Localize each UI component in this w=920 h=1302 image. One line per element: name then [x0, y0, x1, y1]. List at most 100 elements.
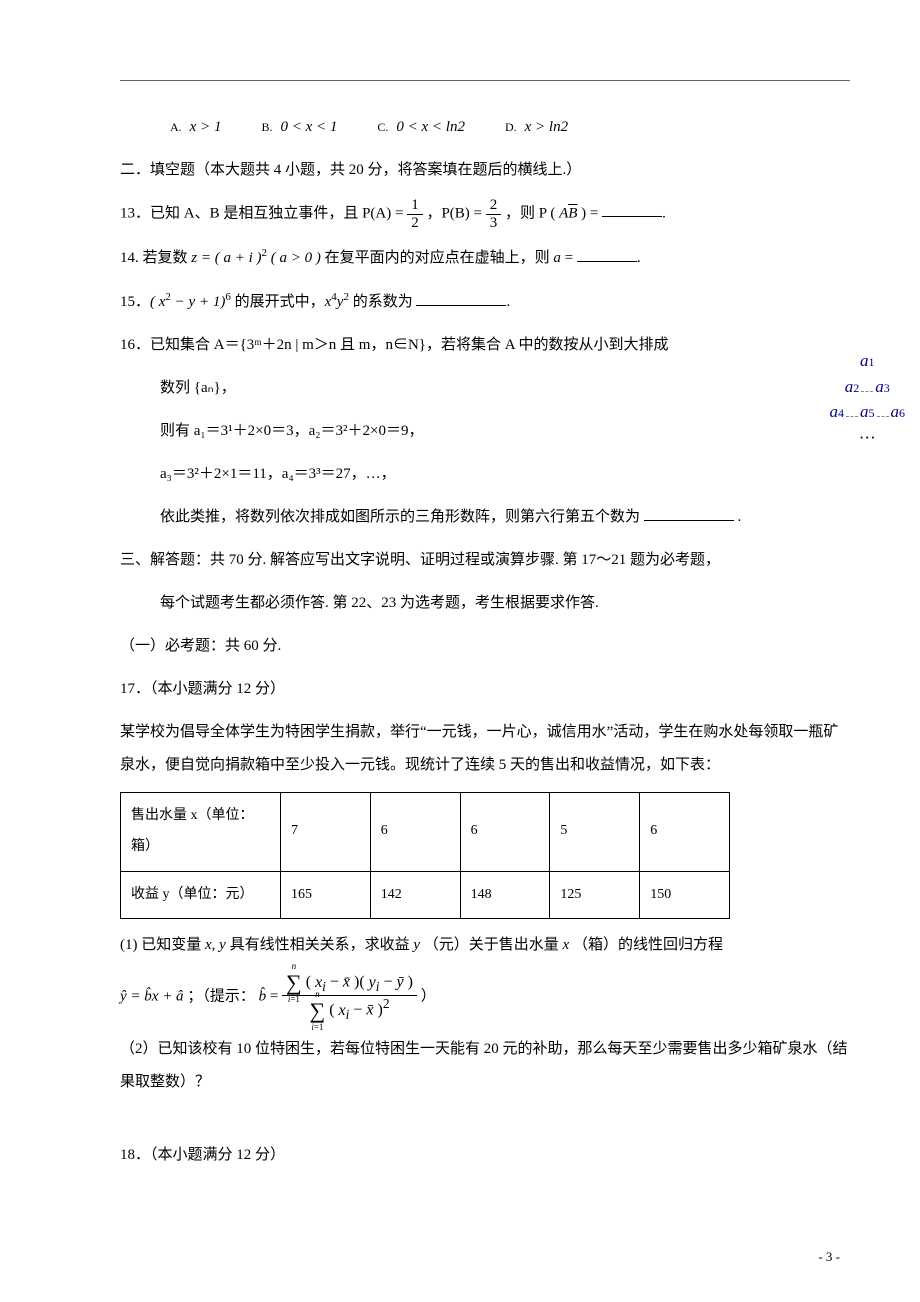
data-table: 售出水量 x（单位：箱） 7 6 6 5 6 收益 y（单位：元） 165 14…	[120, 792, 730, 919]
q13-fracB: 2 3	[486, 197, 502, 231]
q13: 13．已知 A、B 是相互独立事件，且 P(A) = 1 2 ，P(B) = 2…	[120, 197, 850, 231]
q18-heading: 18．（本小题满分 12 分）	[120, 1139, 850, 1172]
opt-a-label: A.	[170, 114, 182, 140]
q13-post2: ) =	[577, 205, 598, 221]
q16-blank	[644, 506, 734, 521]
tri-r2: a2a3	[830, 374, 906, 400]
q17s1x: x	[563, 937, 570, 953]
opt-a-expr: x > 1	[190, 111, 222, 144]
cell: 142	[370, 871, 460, 919]
section-3-l2: 每个试题考生都必须作答. 第 22、23 为选考题，考生根据要求作答.	[120, 587, 850, 620]
q16-l2: 数列 {aₙ}，	[120, 372, 850, 405]
top-rule	[120, 80, 850, 81]
row2-label: 收益 y（单位：元）	[121, 871, 281, 919]
q17-hint: ŷ = b̂x + â ；（提示： b̂ = ∑ni=1 ( xi − x̄ )…	[120, 972, 850, 1022]
q15-s2: 6	[225, 291, 231, 303]
q13-blank	[602, 202, 662, 217]
sum-icon: ∑ni=1	[310, 1000, 326, 1022]
q13-fracA-d: 2	[407, 214, 423, 232]
bden: ∑ni=1 ( xi − x̄ )2	[282, 995, 417, 1023]
opt-c-expr: 0 < x < ln2	[396, 111, 465, 144]
q13-post1: ，则 P (	[505, 205, 559, 221]
triangle-pattern: a1 a2a3 a4a5a6 ···	[830, 348, 906, 450]
bnum: ∑ni=1 ( xi − x̄ )( yi − ȳ )	[282, 972, 417, 995]
option-c: C. 0 < x < ln2	[377, 111, 465, 144]
tri-r3: a4a5a6	[830, 399, 906, 425]
eqsign: =	[270, 989, 278, 1005]
q16-l4: a₃＝3²＋2×1＝11，a₄＝3³＝27，…，	[120, 458, 850, 491]
cell: 165	[281, 871, 371, 919]
q14-post: 在复平面内的对应点在虚轴上，则	[325, 250, 550, 266]
q13-fracA-n: 1	[407, 197, 423, 214]
sub1: （一）必考题：共 60 分.	[120, 630, 850, 663]
cell: 6	[460, 793, 550, 872]
page-number: - 3 -	[818, 1243, 840, 1272]
row1-label: 售出水量 x（单位：箱）	[121, 793, 281, 872]
choice-row: A. x > 1 B. 0 < x < 1 C. 0 < x < ln2 D. …	[120, 111, 850, 144]
q15-p2: 2	[343, 291, 349, 303]
q14-z: z = ( a + i )	[191, 250, 261, 266]
b-formula: ∑ni=1 ( xi − x̄ )( yi − ȳ ) ∑ni=1 ( xi −…	[282, 972, 417, 1022]
q16-l5: 依此类推，将数列依次排成如图所示的三角形数阵，则第六行第五个数为 .	[120, 501, 850, 534]
q13-A: A	[559, 205, 568, 221]
q14-pre: 14. 若复数	[120, 250, 188, 266]
table-row: 售出水量 x（单位：箱） 7 6 6 5 6	[121, 793, 730, 872]
hint-close: ）	[421, 989, 436, 1005]
opt-d-expr: x > ln2	[525, 111, 568, 144]
cell: 6	[370, 793, 460, 872]
q14: 14. 若复数 z = ( a + i )2 ( a > 0 ) 在复平面内的对…	[120, 241, 850, 275]
q16-l1: 16．已知集合 A＝{3ᵐ＋2n | m＞n 且 m，n∈N}，若将集合 A 中…	[120, 329, 850, 362]
hint-sep: ；（提示：	[187, 989, 255, 1005]
cell: 7	[281, 793, 371, 872]
q17-heading: 17．（本小题满分 12 分）	[120, 673, 850, 706]
q17s1b: 具有线性相关关系，求收益	[230, 937, 410, 953]
q17s1y: y	[413, 937, 420, 953]
cell: 148	[460, 871, 550, 919]
bhat: b̂	[259, 989, 267, 1005]
opt-b-expr: 0 < x < 1	[280, 111, 337, 144]
q17-p1: 某学校为倡导全体学生为特困学生捐款，举行“一元钱，一片心，诚信用水”活动，学生在…	[120, 716, 850, 782]
q14-blank	[577, 247, 637, 262]
q17-sub1: (1) 已知变量 x, y 具有线性相关关系，求收益 y （元）关于售出水量 x…	[120, 929, 850, 962]
q13-fracA: 1 2	[407, 197, 423, 231]
cell: 5	[550, 793, 640, 872]
q17s1c: （元）关于售出水量	[424, 937, 559, 953]
tri-dots: ···	[830, 425, 906, 451]
q13-fracB-d: 3	[486, 214, 502, 232]
option-a: A. x > 1	[170, 111, 221, 144]
q14-apos: ( a > 0 )	[271, 250, 321, 266]
q14-eq: =	[561, 250, 573, 266]
q17s1d: （箱）的线性回归方程	[573, 937, 723, 953]
q13-mid: ，P(B) =	[426, 205, 482, 221]
section-3-l1: 三、解答题：共 70 分. 解答应写出文字说明、证明过程或演算步骤. 第 17～…	[120, 544, 850, 577]
q15-coef: 的系数为	[353, 294, 413, 310]
q13-fracB-n: 2	[486, 197, 502, 214]
q17s1xy: x, y	[205, 937, 226, 953]
opt-c-label: C.	[377, 114, 388, 140]
cell: 125	[550, 871, 640, 919]
q15-txt: 的展开式中，	[235, 294, 325, 310]
option-d: D. x > ln2	[505, 111, 568, 144]
q16-l5-text: 依此类推，将数列依次排成如图所示的三角形数阵，则第六行第五个数为	[160, 509, 640, 525]
q14-a: a	[553, 250, 561, 266]
section-2-heading: 二．填空题（本大题共 4 小题，共 20 分，将答案填在题后的横线上.）	[120, 154, 850, 187]
eq1: ŷ = b̂x + â	[120, 989, 184, 1005]
cell: 150	[640, 871, 730, 919]
q13-pre: 13．已知 A、B 是相互独立事件，且 P(A) =	[120, 205, 403, 221]
q15-blank	[416, 291, 506, 306]
opt-b-label: B.	[261, 114, 272, 140]
q15-e1: ( x	[150, 294, 165, 310]
q15-mid: − y + 1)	[171, 294, 225, 310]
q17-sub2: （2）已知该校有 10 位特困生，若每位特困生一天能有 20 元的补助，那么每天…	[120, 1033, 850, 1099]
table-row: 收益 y（单位：元） 165 142 148 125 150	[121, 871, 730, 919]
q16-l3: 则有 a₁＝3¹＋2×0＝3，a₂＝3²＋2×0＝9，	[120, 415, 850, 448]
q15-pre: 15．	[120, 294, 150, 310]
q17s1a: (1) 已知变量	[120, 937, 201, 953]
cell: 6	[640, 793, 730, 872]
tri-r1: a1	[830, 348, 906, 374]
opt-d-label: D.	[505, 114, 517, 140]
sum-icon: ∑ni=1	[286, 972, 302, 994]
q16-dot: .	[738, 509, 742, 525]
option-b: B. 0 < x < 1	[261, 111, 337, 144]
q14-sq: 2	[262, 247, 268, 259]
